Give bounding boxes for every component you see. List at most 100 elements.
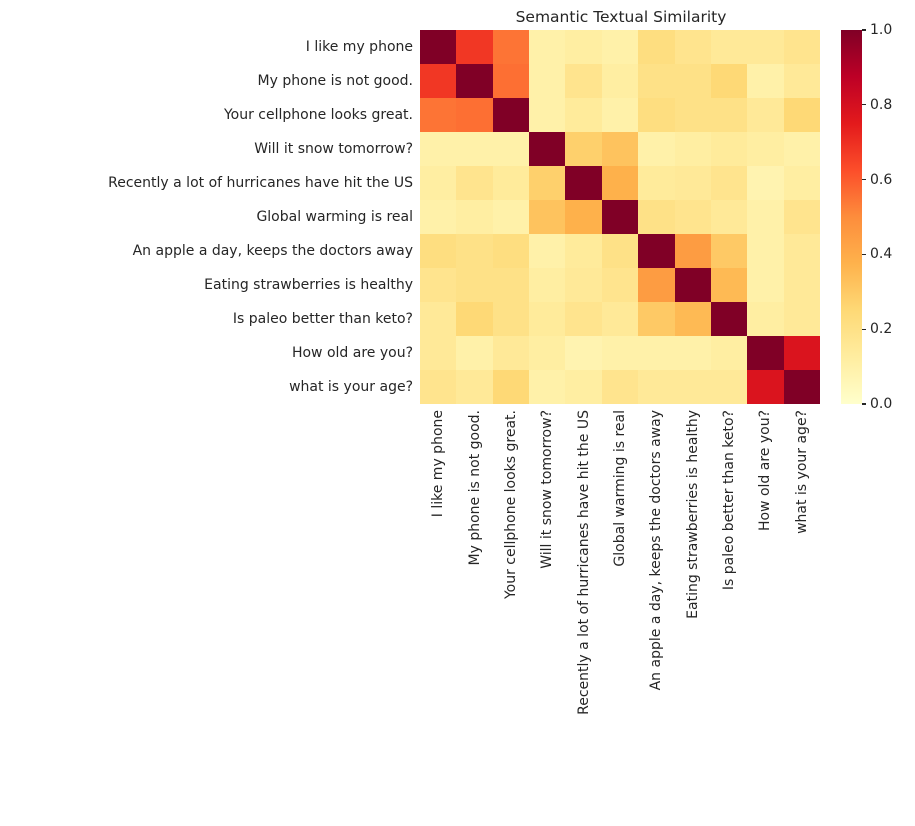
colorbar-tick-mark [862,403,866,405]
heatmap-cell [456,336,493,370]
heatmap-cell [638,166,675,200]
x-tick-label: Your cellphone looks great. [502,410,519,600]
colorbar-tick-text: 0.0 [870,396,893,412]
heatmap-cell [456,234,493,268]
heatmap-cell [747,336,784,370]
heatmap-cell [783,64,820,98]
x-tick-label: My phone is not good. [466,410,483,566]
heatmap-grid [420,30,820,404]
heatmap-cell [783,268,820,302]
heatmap-cell [565,64,602,98]
heatmap-cell [638,370,675,404]
y-tick-label: I like my phone [305,39,413,55]
heatmap-cell [565,336,602,370]
heatmap-cell [638,98,675,132]
heatmap-cell [638,234,675,268]
heatmap-cell [529,200,566,234]
heatmap-cell [420,336,457,370]
heatmap-cell [529,336,566,370]
heatmap-cell [601,166,639,200]
x-tick-label: Global warming is real [611,410,628,567]
heatmap-cell [638,30,675,64]
heatmap-cell [420,268,457,302]
heatmap-cell [747,234,784,268]
x-tick-label: I like my phone [430,410,447,518]
heatmap-cell [601,30,639,64]
heatmap-cell [565,200,602,234]
heatmap-cell [420,302,457,336]
x-tick-label: An apple a day, keeps the doctors away [648,410,665,691]
x-label-cell: My phone is not good. [456,410,492,815]
colorbar-tick: 1.0 [862,22,892,38]
heatmap-cell [456,64,493,98]
heatmap-cell [710,200,748,234]
y-tick-label: Is paleo better than keto? [232,311,413,327]
heatmap-cell [456,132,493,166]
colorbar-tick-mark [862,328,866,330]
heatmap-cell [783,302,820,336]
heatmap-cell [710,234,748,268]
colorbar-tick-text: 0.4 [870,246,893,263]
y-tick-label: Global warming is real [256,209,413,225]
heatmap-cell [420,30,457,64]
heatmap-cell [601,98,639,132]
heatmap-cell [783,200,820,234]
x-tick-label: Is paleo better than keto? [721,410,738,591]
heatmap-cell [710,166,748,200]
y-tick-label: what is your age? [289,379,413,395]
heatmap-cell [674,336,711,370]
heatmap-cell [492,336,530,370]
heatmap-cell [601,132,639,166]
heatmap-cell [674,302,711,336]
y-tick-label: Will it snow tomorrow? [254,141,413,157]
heatmap-cell [674,98,711,132]
colorbar-tick-text: 1.0 [870,22,893,38]
y-tick-label: Eating strawberries is healthy [204,277,413,293]
heatmap-cell [492,234,530,268]
heatmap-cell [601,268,639,302]
heatmap-cell [638,302,675,336]
colorbar-tick: 0.6 [862,172,892,188]
heatmap-cell [710,268,748,302]
heatmap-cell [456,200,493,234]
heatmap-cell [601,302,639,336]
colorbar-tick: 0.2 [862,321,892,337]
heatmap-cell [710,370,748,404]
heatmap-cell [420,98,457,132]
colorbar-tick-mark [862,29,866,31]
heatmap-cell [674,200,711,234]
x-label-cell: Is paleo better than keto? [711,410,747,815]
x-axis-labels: I like my phone My phone is not good. Your… [420,410,820,815]
colorbar-tick: 0.4 [862,246,892,262]
x-label-cell: Recently a lot of hurricanes have hit th… [565,410,601,815]
x-label-cell: Will it snow tomorrow? [529,410,565,815]
heatmap-cell [601,64,639,98]
x-tick-label: Eating strawberries is healthy [684,410,701,619]
heatmap-cell [565,234,602,268]
x-tick-label: Recently a lot of hurricanes have hit th… [575,410,592,715]
y-tick-label: My phone is not good. [257,73,413,89]
heatmap-cell [420,234,457,268]
heatmap-cell [783,166,820,200]
x-label-cell: I like my phone [420,410,456,815]
heatmap-cell [529,132,566,166]
heatmap-cell [529,268,566,302]
heatmap-cell [638,132,675,166]
heatmap-cell [601,200,639,234]
y-tick-label: How old are you? [291,345,413,361]
heatmap-cell [638,336,675,370]
heatmap-cell [492,200,530,234]
x-label-cell: what is your age? [784,410,820,815]
heatmap-cell [710,30,748,64]
heatmap-cell [783,30,820,64]
heatmap-cell [747,98,784,132]
heatmap-cell [710,132,748,166]
colorbar-tick-mark [862,253,866,255]
y-tick-label: Your cellphone looks great. [223,107,413,123]
heatmap-cell [529,234,566,268]
heatmap-cell [492,302,530,336]
heatmap-cell [529,64,566,98]
heatmap-cell [747,132,784,166]
colorbar-gradient [841,30,862,404]
